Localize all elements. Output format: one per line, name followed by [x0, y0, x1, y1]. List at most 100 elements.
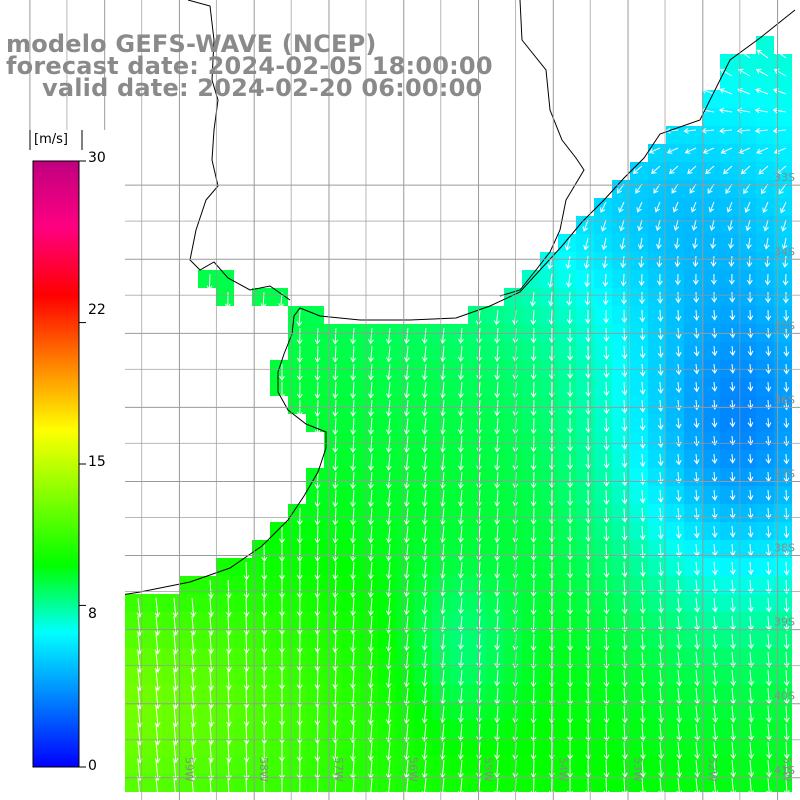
wind-arrow — [675, 345, 682, 358]
field-cell — [486, 504, 504, 522]
field-cell — [396, 630, 414, 648]
wind-arrow — [621, 759, 628, 778]
field-cell — [648, 558, 666, 576]
wind-arrow — [367, 777, 374, 797]
field-cell — [378, 630, 396, 648]
wind-arrow — [765, 507, 772, 520]
wind-arrow — [675, 489, 682, 503]
field-cell — [576, 288, 594, 306]
wind-arrow — [765, 669, 772, 687]
field-cell — [558, 504, 576, 522]
field-cell — [360, 774, 378, 792]
wind-arrow — [640, 759, 646, 778]
field-cell — [756, 684, 774, 702]
field-cell — [270, 558, 288, 576]
field-cell — [738, 414, 756, 432]
wind-arrow — [621, 723, 628, 742]
field-cell — [720, 594, 738, 612]
field-cell — [468, 342, 486, 360]
wind-arrow — [296, 561, 303, 581]
wind-arrow — [711, 489, 718, 501]
wind-arrow — [385, 633, 392, 652]
wind-arrow — [154, 597, 161, 618]
field-cell — [702, 630, 720, 648]
wind-arrow — [657, 453, 664, 467]
wind-arrow — [747, 525, 754, 538]
wind-arrow — [385, 471, 392, 490]
wind-arrow — [603, 417, 610, 433]
field-cell — [720, 774, 738, 792]
field-cell — [612, 720, 630, 738]
field-cell — [306, 576, 324, 594]
field-cell — [342, 684, 360, 702]
field-cell — [450, 648, 468, 666]
wind-arrow — [719, 88, 733, 95]
wind-arrow — [765, 579, 772, 594]
wind-arrow — [172, 615, 179, 636]
wind-arrow — [676, 561, 682, 577]
wind-arrow — [494, 579, 501, 597]
field-cell — [252, 576, 270, 594]
wind-arrow — [729, 345, 736, 357]
field-cell — [612, 684, 630, 702]
field-cell — [252, 594, 270, 612]
wind-arrow — [747, 345, 754, 357]
wind-arrow — [729, 507, 736, 520]
field-cell — [252, 540, 270, 558]
field-cell — [684, 684, 702, 702]
field-cell — [324, 684, 342, 702]
field-cell — [306, 306, 324, 324]
field-cell — [612, 468, 630, 486]
wind-arrow — [747, 561, 754, 576]
wind-arrow — [603, 309, 610, 324]
field-cell — [288, 540, 306, 558]
field-cell — [720, 270, 738, 288]
field-cell — [630, 666, 648, 684]
field-cell — [396, 702, 414, 720]
field-cell — [486, 720, 504, 738]
wind-arrow — [712, 669, 719, 687]
wind-arrow — [385, 489, 392, 508]
field-cell — [756, 414, 774, 432]
field-cell — [216, 288, 234, 306]
wind-arrow — [243, 633, 250, 654]
wind-arrow — [281, 796, 283, 800]
wind-arrow — [367, 579, 374, 598]
field-cell — [360, 720, 378, 738]
field-cell — [576, 648, 594, 666]
field-cell — [702, 486, 720, 504]
field-cell — [522, 342, 540, 360]
field-cell — [684, 720, 702, 738]
wind-arrow — [564, 237, 571, 251]
field-cell — [378, 504, 396, 522]
wind-arrow — [603, 705, 610, 724]
wind-arrow — [385, 525, 392, 544]
field-cell — [252, 684, 270, 702]
wind-arrow — [603, 327, 610, 342]
field-cell — [648, 684, 666, 702]
field-cell — [648, 486, 666, 504]
wind-arrow — [403, 489, 410, 508]
wind-arrow — [547, 273, 554, 288]
wind-arrow — [403, 381, 410, 399]
wind-arrow — [603, 381, 610, 397]
wind-arrow — [243, 705, 250, 727]
field-cell — [504, 450, 522, 468]
wind-arrow — [403, 687, 410, 706]
wind-arrow — [494, 705, 501, 724]
longitude-label: 53W — [631, 757, 644, 782]
wind-arrow — [494, 471, 501, 489]
field-cell — [414, 450, 432, 468]
field-cell — [396, 540, 414, 558]
field-cell — [666, 450, 684, 468]
wind-arrow — [314, 651, 321, 672]
wind-arrow — [225, 597, 232, 618]
wind-arrow — [208, 669, 215, 691]
wind-arrow — [371, 795, 373, 800]
wind-arrow — [458, 345, 464, 363]
field-cell — [378, 738, 396, 756]
field-cell — [396, 432, 414, 450]
field-cell — [738, 342, 756, 360]
field-cell — [450, 666, 468, 684]
wind-arrow — [621, 417, 628, 432]
